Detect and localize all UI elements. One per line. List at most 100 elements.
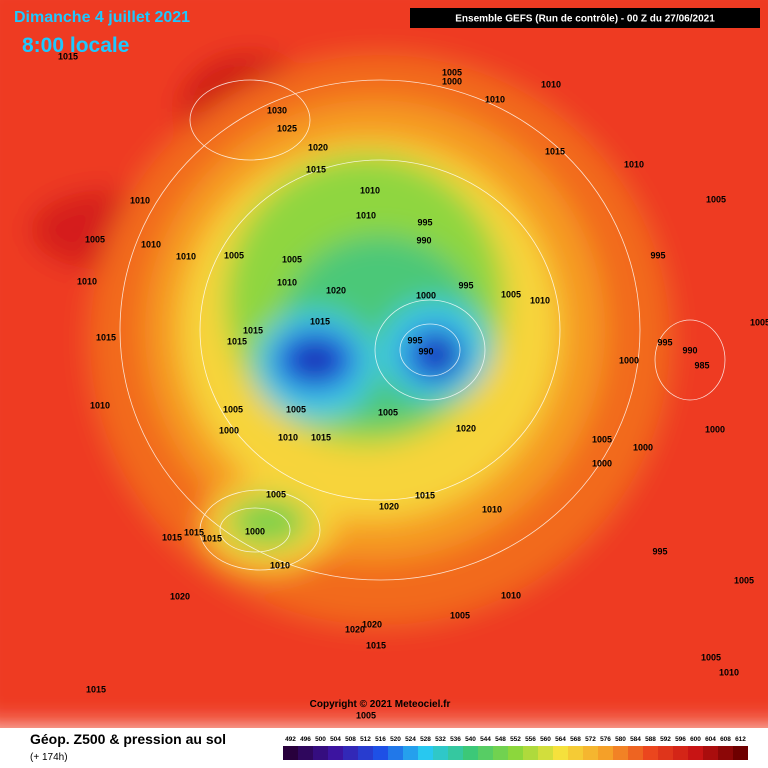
- legend-label: 600: [690, 736, 701, 743]
- pressure-label: 1010: [277, 277, 297, 287]
- legend-label: 612: [735, 736, 746, 743]
- pressure-label: 1015: [162, 532, 182, 542]
- pressure-label: 1015: [96, 332, 116, 342]
- legend-swatch: [493, 746, 508, 760]
- pressure-label: 1010: [141, 239, 161, 249]
- pressure-label: 1020: [456, 423, 476, 433]
- legend-swatch: [298, 746, 313, 760]
- legend-label: 584: [630, 736, 641, 743]
- legend-swatch: [373, 746, 388, 760]
- pressure-label: 1010: [270, 560, 290, 570]
- pressure-labels: 1015 1005 1000 1010 1010 1030 1025 1020 1015 1010…: [58, 51, 768, 720]
- pressure-label: 1005: [85, 234, 105, 244]
- copyright: Copyright © 2021 Meteociel.fr: [310, 699, 451, 710]
- pressure-label: 1010: [77, 276, 97, 286]
- pressure-label: 1005: [356, 710, 376, 720]
- pressure-label: 995: [407, 335, 422, 345]
- legend-label: 520: [390, 736, 401, 743]
- pressure-label: 1015: [227, 336, 247, 346]
- legend-label: 492: [285, 736, 296, 743]
- legend-swatch: [628, 746, 643, 760]
- legend-swatch: [463, 746, 478, 760]
- pressure-label: 1000: [245, 526, 265, 536]
- pressure-label: 1005: [223, 404, 243, 414]
- pressure-label: 1005: [224, 250, 244, 260]
- legend-swatch: [538, 746, 553, 760]
- legend-swatch: [643, 746, 658, 760]
- legend-swatch: [568, 746, 583, 760]
- pressure-label: 1000: [416, 290, 436, 300]
- legend-label: 568: [570, 736, 581, 743]
- legend-label: 596: [675, 736, 686, 743]
- pressure-label: 990: [418, 346, 433, 356]
- legend-label: 532: [435, 736, 446, 743]
- legend-swatch: [313, 746, 328, 760]
- legend-swatch: [673, 746, 688, 760]
- date: Dimanche 4 juillet 2021: [14, 9, 190, 26]
- pressure-label: 1020: [326, 285, 346, 295]
- pressure-label: 1030: [267, 105, 287, 115]
- pressure-label: 990: [682, 345, 697, 355]
- legend-label: 528: [420, 736, 431, 743]
- pressure-label: 1000: [592, 458, 612, 468]
- pressure-label: 995: [417, 217, 432, 227]
- pressure-label: 1020: [170, 591, 190, 601]
- legend-label: 504: [330, 736, 341, 743]
- pressure-label: 1010: [482, 504, 502, 514]
- pressure-label: 1015: [310, 316, 330, 326]
- pressure-label: 990: [416, 235, 431, 245]
- pressure-label: 1025: [277, 123, 297, 133]
- footer-title: Géop. Z500 & pression au sol: [30, 731, 226, 747]
- pressure-label: 1000: [705, 424, 725, 434]
- legend-label: 608: [720, 736, 731, 743]
- run-box: [410, 8, 760, 28]
- legend-label: 572: [585, 736, 596, 743]
- legend-swatch: [403, 746, 418, 760]
- legend-label: 604: [705, 736, 716, 743]
- legend-swatch: [343, 746, 358, 760]
- legend-label: 552: [510, 736, 521, 743]
- legend-label: 576: [600, 736, 611, 743]
- pressure-label: 1000: [442, 76, 462, 86]
- time: 8:00 locale: [22, 34, 129, 57]
- legend-swatch: [388, 746, 403, 760]
- legend-swatch: [733, 746, 748, 760]
- pressure-label: 1010: [176, 251, 196, 261]
- pressure-label: 995: [650, 250, 665, 260]
- pressure-label: 1015: [306, 164, 326, 174]
- isobars: [119, 79, 726, 581]
- legend-label: 540: [465, 736, 476, 743]
- pressure-label: 1010: [530, 295, 550, 305]
- pressure-label: 1015: [86, 684, 106, 694]
- pressure-label: 1005: [592, 434, 612, 444]
- legend-label: 500: [315, 736, 326, 743]
- legend-label: 544: [480, 736, 491, 743]
- pressure-label: 1015: [202, 533, 222, 543]
- pressure-label: 1015: [58, 51, 78, 61]
- legend-swatch: [523, 746, 538, 760]
- legend-swatch: [283, 746, 298, 760]
- legend-swatch: [328, 746, 343, 760]
- pressure-label: 1005: [282, 254, 302, 264]
- pressure-label: 1010: [130, 195, 150, 205]
- legend-label: 548: [495, 736, 506, 743]
- pressure-label: 1005: [266, 489, 286, 499]
- legend-swatch: [613, 746, 628, 760]
- pressure-label: 1010: [278, 432, 298, 442]
- legend-label: 496: [300, 736, 311, 743]
- pressure-label: 1005: [501, 289, 521, 299]
- pressure-label: 1010: [360, 185, 380, 195]
- pressure-label: 995: [652, 546, 667, 556]
- pressure-label: 1010: [541, 79, 561, 89]
- legend-swatch: [598, 746, 613, 760]
- run-info: Ensemble GEFS (Run de contrôle) - 00 Z d…: [455, 14, 715, 25]
- legend-label: 536: [450, 736, 461, 743]
- legend-label: 524: [405, 736, 416, 743]
- legend-swatch: [508, 746, 523, 760]
- pressure-label: 1015: [415, 490, 435, 500]
- pressure-label: 1005: [750, 317, 768, 327]
- legend-swatch: [688, 746, 703, 760]
- pressure-label: 1005: [286, 404, 306, 414]
- legend-swatch: [658, 746, 673, 760]
- legend: 492 496 500 504 508 512 516 520 524 528 532 536 540 5…: [283, 736, 748, 760]
